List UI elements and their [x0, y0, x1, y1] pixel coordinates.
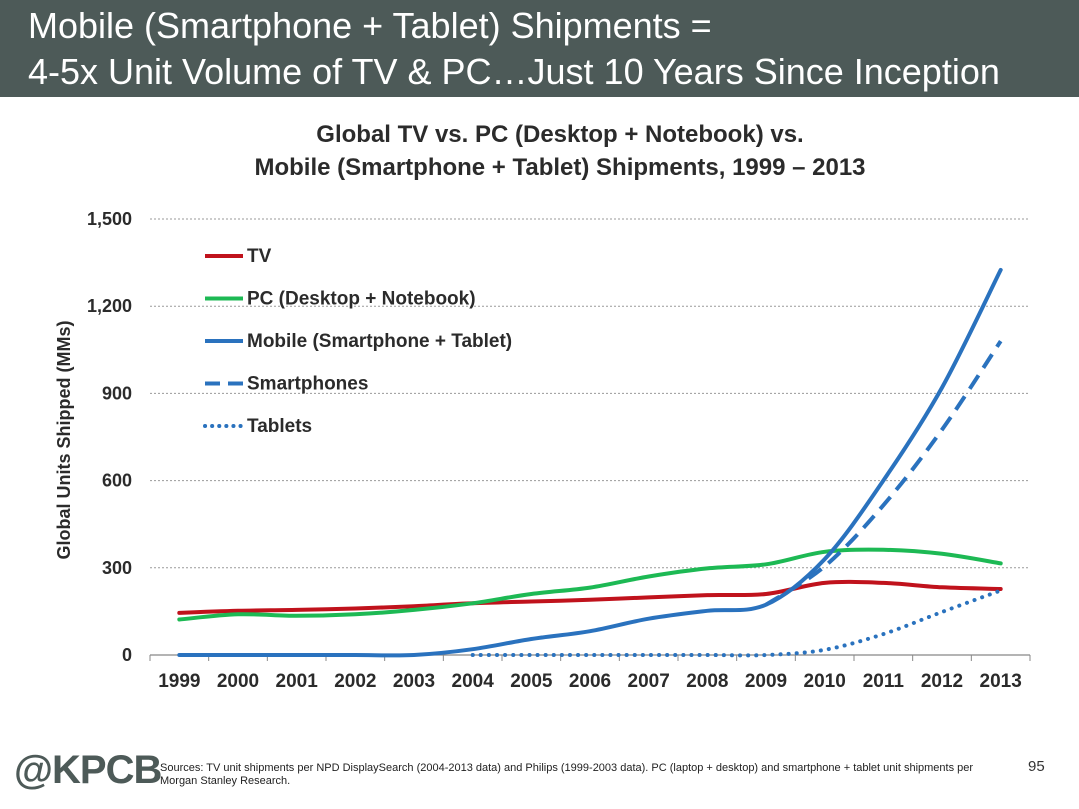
x-tick-label: 1999 [158, 671, 200, 692]
slide-header: Mobile (Smartphone + Tablet) Shipments =… [0, 0, 1079, 97]
y-axis-label: Global Units Shipped (MMs) [54, 321, 74, 560]
chart-title-line1: Global TV vs. PC (Desktop + Notebook) vs… [316, 121, 804, 148]
x-tick-label: 2009 [745, 671, 787, 692]
x-tick-label: 2007 [628, 671, 670, 692]
series-line-mobile-smartphone-tablet [177, 267, 1003, 658]
series-line-smartphones [764, 339, 1003, 607]
kpcb-logo: @KPCB [14, 748, 162, 792]
page-number: 95 [1028, 758, 1045, 775]
axes: 0 300 600 900 1,200 1,500 1999 2000 2001 2002 2003… [87, 209, 1031, 692]
x-tick-label: 2001 [276, 671, 319, 692]
legend-label-tv: TV [247, 246, 272, 267]
legend-label-tablets: Tablets [247, 416, 312, 437]
series-line-tablets [470, 588, 1003, 658]
slide-title-line1: Mobile (Smartphone + Tablet) Shipments = [28, 5, 712, 46]
series-line-pc-desktop-notebook [177, 547, 1003, 622]
series-lines [177, 267, 1003, 658]
x-tick-label: 2004 [452, 671, 495, 692]
x-tick-label: 2000 [217, 671, 259, 692]
legend-label-mobile-smartphone-tablet: Mobile (Smartphone + Tablet) [247, 331, 512, 352]
x-tick-label: 2003 [393, 671, 435, 692]
series-line-tv [177, 579, 1003, 615]
slide-title-line2: 4-5x Unit Volume of TV & PC…Just 10 Year… [28, 51, 1000, 92]
y-tick-label: 0 [122, 645, 132, 665]
y-tick-label: 1,200 [87, 296, 132, 316]
x-tick-label: 2011 [863, 671, 905, 692]
chart-title-line2: Mobile (Smartphone + Tablet) Shipments, … [254, 154, 866, 181]
x-tick-label: 2013 [980, 671, 1022, 692]
y-tick-label: 600 [102, 471, 132, 491]
x-tick-label: 2005 [510, 671, 553, 692]
legend-label-smartphones: Smartphones [247, 374, 368, 395]
x-tick-label: 2002 [334, 671, 376, 692]
x-tick-label: 2006 [569, 671, 611, 692]
y-tick-label: 300 [102, 558, 132, 578]
legend: TV PC (Desktop + Notebook) Mobile (Smartph… [203, 246, 512, 437]
legend-label-pc-desktop-notebook: PC (Desktop + Notebook) [247, 289, 476, 310]
x-tick-label: 2008 [686, 671, 728, 692]
y-tick-label: 900 [102, 383, 132, 403]
y-tick-label: 1,500 [87, 209, 132, 229]
chart-title: Global TV vs. PC (Desktop + Notebook) vs… [100, 118, 1020, 184]
x-tick-label: 2010 [804, 671, 846, 692]
x-tick-label: 2012 [921, 671, 963, 692]
sources-note: Sources: TV unit shipments per NPD Displ… [160, 762, 974, 787]
